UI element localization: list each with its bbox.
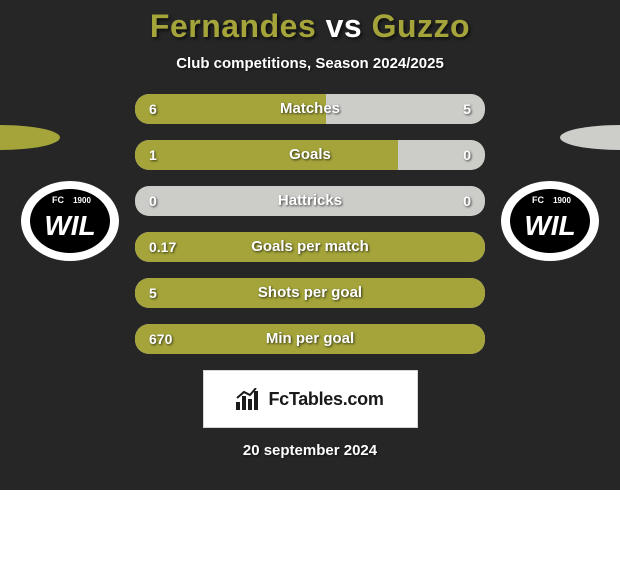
badge-fc-text: FC: [532, 195, 544, 205]
subtitle: Club competitions, Season 2024/2025: [0, 55, 620, 72]
stat-label: Shots per goal: [135, 278, 485, 308]
stat-row: 670Min per goal: [135, 324, 485, 354]
title-player1: Fernandes: [150, 8, 316, 44]
badge-main-text: WIL: [524, 210, 575, 241]
stats-bars: 65Matches 10Goals 00Hattricks 0.17Goals per…: [135, 94, 485, 354]
stat-row: 00Hattricks: [135, 186, 485, 216]
title-player2: Guzzo: [372, 8, 470, 44]
below-whitespace: [0, 490, 620, 580]
stat-label: Min per goal: [135, 324, 485, 354]
title-vs: vs: [326, 8, 363, 44]
player2-color-oval: [560, 125, 620, 150]
stat-label: Goals: [135, 140, 485, 170]
page-title: Fernandes vs Guzzo: [0, 8, 620, 45]
comparison-card: Fernandes vs Guzzo Club competitions, Se…: [0, 0, 620, 490]
stat-row: 5Shots per goal: [135, 278, 485, 308]
brand-text: FcTables.com: [268, 389, 383, 410]
stat-label: Hattricks: [135, 186, 485, 216]
player2-club-badge: FC 1900 WIL: [500, 180, 600, 262]
brand-box: FcTables.com: [203, 370, 418, 428]
stat-row: 65Matches: [135, 94, 485, 124]
badge-year-text: 1900: [73, 196, 91, 205]
stat-label: Goals per match: [135, 232, 485, 262]
stat-row: 0.17Goals per match: [135, 232, 485, 262]
brand-chart-icon: [236, 388, 262, 410]
stat-row: 10Goals: [135, 140, 485, 170]
badge-fc-text: FC: [52, 195, 64, 205]
player1-color-oval: [0, 125, 60, 150]
footer-date: 20 september 2024: [0, 442, 620, 459]
badge-main-text: WIL: [44, 210, 95, 241]
player1-club-badge: FC 1900 WIL: [20, 180, 120, 262]
stat-label: Matches: [135, 94, 485, 124]
badge-year-text: 1900: [553, 196, 571, 205]
